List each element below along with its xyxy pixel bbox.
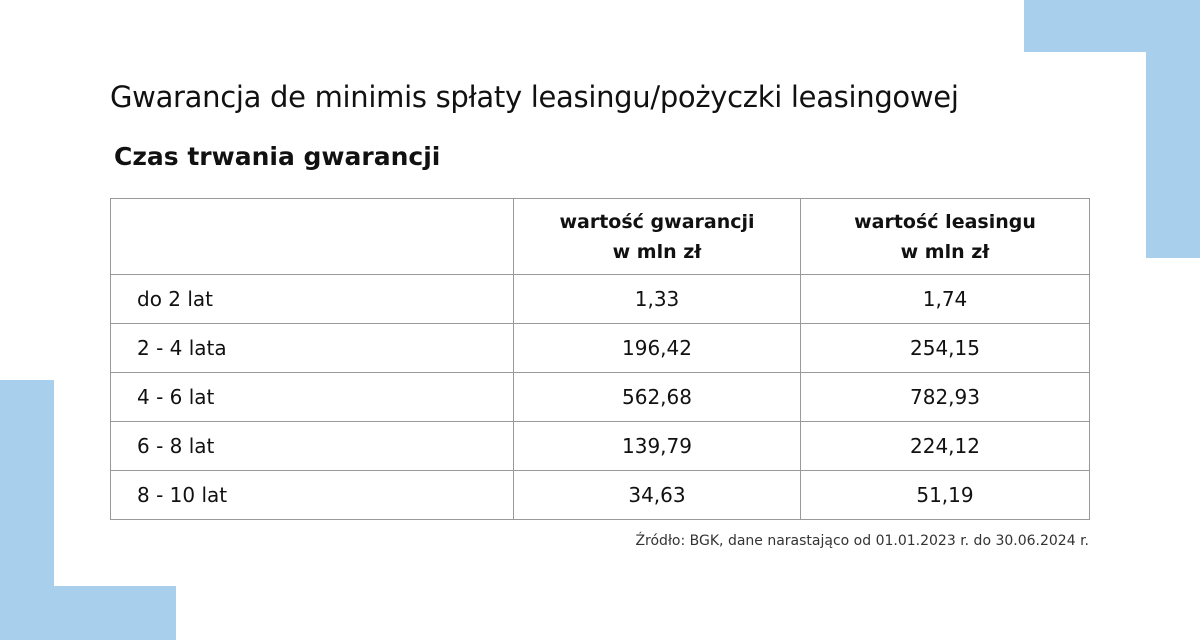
row-label: 4 - 6 lat	[110, 372, 514, 422]
cell-value: 224,12	[800, 421, 1090, 471]
row-label: 2 - 4 lata	[110, 323, 514, 373]
header-cell: wartość gwarancji w mln zł	[513, 198, 801, 275]
source-note: Źródło: BGK, dane narastająco od 01.01.2…	[635, 533, 1089, 549]
title: Gwarancja de minimis spłaty leasingu/poż…	[110, 80, 959, 114]
cell-value: 1,33	[513, 274, 801, 324]
header-text: w mln zł	[900, 240, 990, 263]
cell-value: 1,74	[800, 274, 1090, 324]
row-label: 6 - 8 lat	[110, 421, 514, 471]
header-text: w mln zł	[612, 240, 702, 263]
row-label: do 2 lat	[110, 274, 514, 324]
table-row: 8 - 10 lat 34,63 51,19	[110, 470, 1090, 520]
cell-value: 51,19	[800, 470, 1090, 520]
cell-value: 139,79	[513, 421, 801, 471]
table-row: 6 - 8 lat 139,79 224,12	[110, 421, 1090, 471]
header-cell: wartość leasingu w mln zł	[800, 198, 1090, 275]
header-row: wartość gwarancji w mln zł wartość leasin…	[110, 198, 1090, 275]
cell-value: 34,63	[513, 470, 801, 520]
cell-value: 562,68	[513, 372, 801, 422]
table-row: 4 - 6 lat 562,68 782,93	[110, 372, 1090, 422]
decor	[1146, 0, 1200, 258]
cell-value: 196,42	[513, 323, 801, 373]
cell-value: 254,15	[800, 323, 1090, 373]
cell-value: 782,93	[800, 372, 1090, 422]
row-label: 8 - 10 lat	[110, 470, 514, 520]
table-body: do 2 lat 1,33 1,74 2 - 4 lata 196,42 254,15 4 …	[110, 274, 1090, 520]
header-cell	[110, 198, 514, 275]
data-table: wartość gwarancji w mln zł wartość leasin…	[110, 198, 1090, 520]
subtitle: Czas trwania gwarancji	[114, 142, 441, 171]
decor	[0, 586, 176, 640]
header-text: wartość leasingu	[854, 210, 1036, 233]
table-row: do 2 lat 1,33 1,74	[110, 274, 1090, 324]
table-row: 2 - 4 lata 196,42 254,15	[110, 323, 1090, 373]
header-text: wartość gwarancji	[559, 210, 755, 233]
